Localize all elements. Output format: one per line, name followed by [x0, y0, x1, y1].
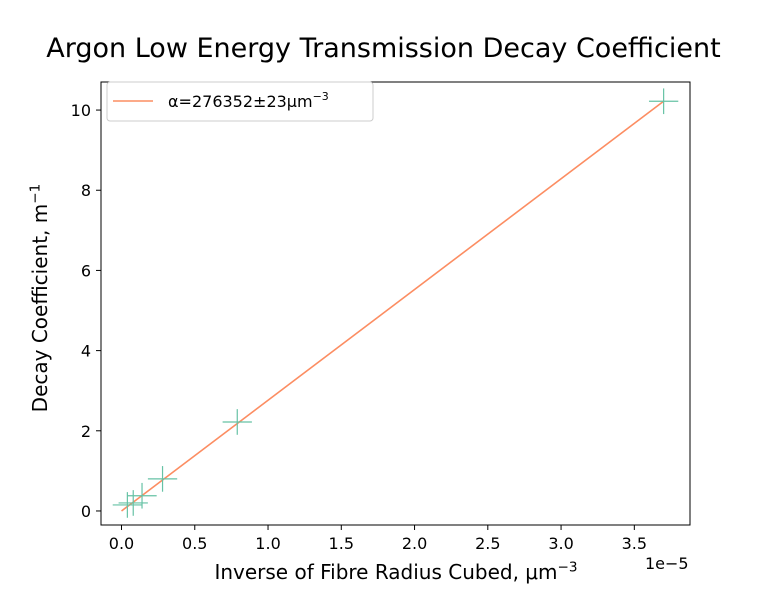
x-tick-label: 0.0	[109, 534, 134, 553]
data-point	[127, 482, 157, 509]
x-axis-offset-label: 1e−5	[645, 554, 689, 573]
x-tick-label: 1.0	[255, 534, 280, 553]
legend: α=276352±23μm−3	[106, 81, 374, 122]
y-tick-label: 0	[81, 502, 91, 521]
y-tick-label: 6	[81, 261, 91, 280]
y-tick-label: 8	[81, 181, 91, 200]
x-tick-label: 3.0	[548, 534, 573, 553]
y-axis-label: Decay Coefficient, m−1	[27, 183, 52, 413]
data-point	[222, 409, 252, 435]
x-tick-label: 0.5	[182, 534, 207, 553]
y-tick-label: 4	[81, 342, 91, 361]
x-tick-label: 1.5	[329, 534, 354, 553]
chart-title: Argon Low Energy Transmission Decay Coef…	[46, 33, 721, 64]
x-axis-label: Inverse of Fibre Radius Cubed, μm−3	[214, 559, 578, 584]
fit-line	[121, 100, 665, 512]
legend-label: α=276352±23μm−3	[168, 90, 329, 111]
data-point	[648, 88, 679, 115]
x-tick-label: 2.0	[402, 534, 427, 553]
y-tick-label: 10	[71, 101, 91, 120]
x-tick-label: 3.5	[622, 534, 647, 553]
legend-box	[106, 81, 374, 122]
data-point	[118, 490, 148, 516]
data-point	[147, 466, 178, 492]
y-tick-label: 2	[81, 422, 91, 441]
data-point	[112, 492, 143, 518]
x-tick-label: 2.5	[475, 534, 500, 553]
axes-frame	[100, 81, 691, 526]
